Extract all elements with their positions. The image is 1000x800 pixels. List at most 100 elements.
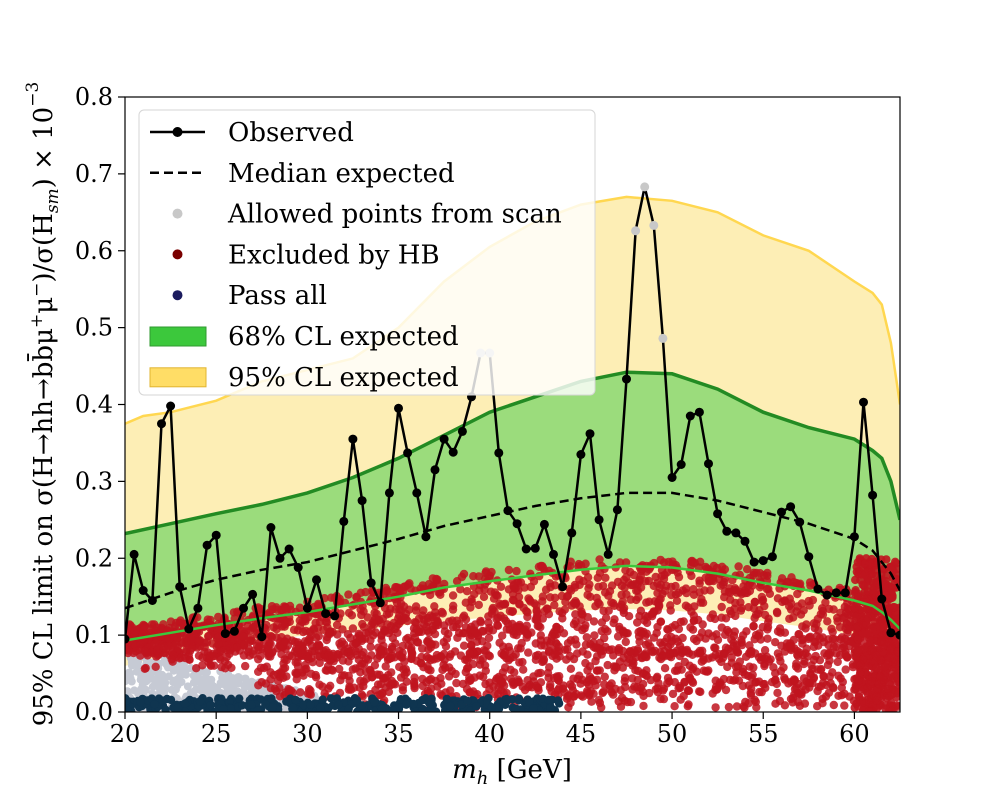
- excluded-point: [177, 653, 186, 662]
- excluded-point: [523, 608, 532, 617]
- excluded-point: [562, 694, 572, 703]
- excluded-point: [351, 647, 360, 656]
- excluded-point: [641, 649, 650, 658]
- excluded-point: [618, 663, 627, 672]
- excluded-point: [818, 699, 827, 708]
- excluded-point: [513, 677, 523, 686]
- excluded-point: [475, 586, 484, 595]
- excluded-point: [837, 683, 846, 692]
- observed-point: [886, 628, 896, 638]
- blank-point: [649, 699, 658, 708]
- excluded-point: [352, 638, 361, 648]
- observed-point: [749, 557, 759, 567]
- excluded-point: [456, 651, 466, 660]
- observed-point: [640, 182, 650, 192]
- excluded-point: [356, 668, 365, 677]
- excluded-point: [440, 621, 449, 630]
- excluded-point: [666, 601, 675, 610]
- pass-all-point: [195, 697, 205, 706]
- excluded-point: [622, 573, 631, 582]
- excluded-point: [619, 605, 628, 615]
- excluded-point: [187, 635, 196, 644]
- excluded-point: [156, 625, 166, 635]
- excluded-point: [487, 609, 496, 618]
- blank-point: [488, 665, 496, 674]
- excluded-point: [364, 628, 373, 637]
- excluded-point: [656, 638, 665, 647]
- excluded-point: [450, 647, 460, 656]
- excluded-point: [773, 627, 783, 636]
- excluded-point: [797, 599, 807, 608]
- excluded-point: [660, 570, 669, 580]
- excluded-point: [674, 588, 683, 598]
- allowed-point: [164, 672, 173, 681]
- excluded-point: [852, 651, 861, 660]
- pass-all-point: [481, 698, 490, 708]
- excluded-point: [441, 642, 451, 651]
- pass-all-point: [511, 705, 520, 712]
- excluded-point: [368, 618, 377, 627]
- excluded-point: [819, 672, 828, 681]
- allowed-point: [234, 679, 242, 688]
- excluded-point: [241, 661, 250, 671]
- excluded-point: [763, 634, 772, 643]
- excluded-point: [167, 655, 176, 664]
- allowed-point: [182, 670, 190, 679]
- x-tick-label: 40: [474, 720, 505, 748]
- excluded-point: [743, 588, 752, 598]
- excluded-point: [532, 607, 541, 616]
- excluded-point: [363, 613, 372, 622]
- excluded-point: [558, 614, 567, 623]
- excluded-point: [566, 664, 576, 673]
- observed-point: [658, 333, 668, 343]
- allowed-point: [141, 677, 150, 686]
- x-tick-label: 30: [292, 720, 323, 748]
- observed-point: [302, 603, 312, 613]
- excluded-point: [868, 624, 877, 633]
- excluded-point: [872, 651, 881, 661]
- excluded-point: [634, 593, 643, 602]
- pass-all-point: [424, 698, 434, 707]
- excluded-point: [534, 683, 543, 692]
- excluded-point: [476, 618, 485, 627]
- excluded-point: [176, 616, 185, 625]
- observed-point: [594, 515, 604, 525]
- excluded-point: [227, 663, 236, 672]
- pass-all-point: [211, 707, 220, 712]
- excluded-point: [478, 637, 487, 646]
- excluded-point: [449, 601, 458, 610]
- excluded-point: [790, 684, 800, 694]
- excluded-point: [293, 668, 302, 677]
- excluded-point: [749, 604, 759, 613]
- excluded-point: [636, 683, 645, 693]
- excluded-point: [663, 625, 672, 634]
- excluded-point: [571, 610, 580, 619]
- excluded-point: [268, 647, 277, 656]
- legend-item: 68% CL expected: [149, 322, 459, 352]
- excluded-point: [290, 637, 300, 646]
- pass-all-point: [219, 705, 228, 712]
- excluded-point: [886, 644, 896, 653]
- observed-point: [877, 594, 887, 604]
- pass-all-point: [502, 694, 511, 704]
- excluded-point: [545, 663, 554, 672]
- excluded-point: [724, 702, 734, 712]
- excluded-point: [601, 625, 610, 634]
- excluded-point: [522, 633, 531, 642]
- excluded-point: [515, 600, 524, 609]
- observed-point: [576, 450, 586, 459]
- excluded-point: [246, 634, 255, 643]
- observed-point: [713, 509, 723, 519]
- excluded-point: [723, 625, 732, 635]
- excluded-point: [673, 666, 682, 675]
- excluded-point: [586, 592, 595, 601]
- excluded-point: [856, 667, 865, 677]
- excluded-point: [497, 676, 506, 686]
- excluded-point: [384, 678, 393, 687]
- excluded-point: [411, 602, 421, 611]
- excluded-point: [717, 613, 726, 622]
- pass-all-point: [370, 698, 379, 707]
- excluded-point: [594, 598, 603, 607]
- excluded-point: [225, 649, 234, 659]
- excluded-point: [737, 640, 747, 650]
